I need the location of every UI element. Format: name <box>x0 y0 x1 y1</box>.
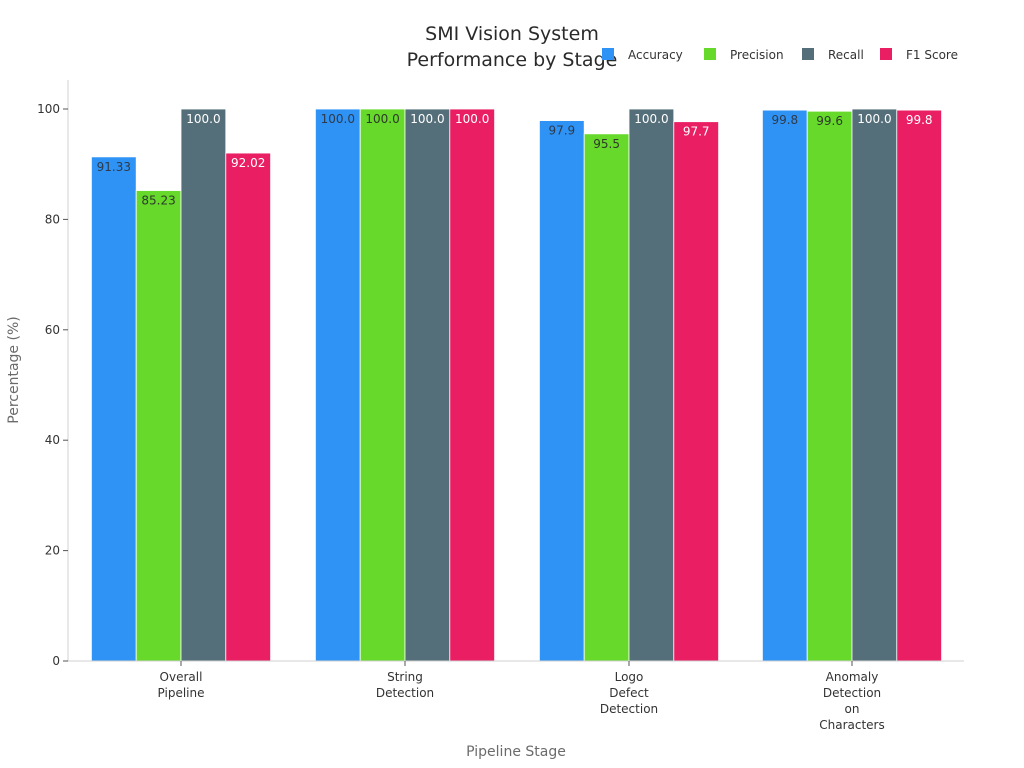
bar-value-label: 99.8 <box>906 113 933 127</box>
legend-label: F1 Score <box>906 48 958 62</box>
chart-title-line-2: Performance by Stage <box>407 49 618 71</box>
y-tick-label: 0 <box>52 654 60 668</box>
y-tick-label: 40 <box>45 433 60 447</box>
bar <box>180 108 227 662</box>
bar-value-label: 85.23 <box>141 194 175 208</box>
legend-label: Accuracy <box>628 48 683 62</box>
y-axis-title: Percentage (%) <box>6 316 22 423</box>
bar <box>539 120 585 662</box>
x-tick-label-line: on <box>845 702 860 716</box>
bar-value-label: 100.0 <box>186 112 220 126</box>
bar <box>135 190 182 662</box>
bar-value-label: 95.5 <box>593 137 620 151</box>
bars-group <box>91 108 942 662</box>
bar <box>673 121 719 662</box>
bar-value-label: 100.0 <box>857 112 891 126</box>
bar-value-label: 100.0 <box>321 112 355 126</box>
bar <box>806 110 853 662</box>
y-tick-label: 80 <box>45 212 60 226</box>
y-tick-label: 20 <box>45 544 60 558</box>
bar <box>583 133 630 662</box>
x-tick-label-line: Anomaly <box>826 670 879 684</box>
y-tick-label: 100 <box>37 102 60 116</box>
x-tick-label-line: Logo <box>615 670 644 684</box>
y-axis: 0 20 40 60 80 100 <box>37 80 69 668</box>
bar <box>896 109 942 662</box>
x-tick-label-line: Pipeline <box>158 686 205 700</box>
bar-value-label: 99.8 <box>771 113 798 127</box>
bar-value-label: 100.0 <box>410 112 444 126</box>
x-tick-label: Logo Defect Detection <box>600 670 658 716</box>
bar-value-label: 99.6 <box>816 114 843 128</box>
bar <box>359 108 406 662</box>
bar <box>404 108 451 662</box>
bar <box>762 109 808 662</box>
bar-value-label: 91.33 <box>97 160 131 174</box>
x-tick-label-line: Characters <box>819 718 885 732</box>
legend-label: Recall <box>828 48 864 62</box>
chart-title: SMI Vision System Performance by Stage <box>407 23 618 71</box>
bar <box>449 108 495 662</box>
legend-swatch <box>704 48 716 60</box>
bar <box>225 152 272 662</box>
legend-swatch <box>602 48 614 60</box>
y-tick-label: 60 <box>45 323 60 337</box>
bar <box>314 108 361 662</box>
bar-value-label: 100.0 <box>455 112 489 126</box>
x-tick-label: Overall Pipeline <box>158 670 205 700</box>
x-tick-label-line: Overall <box>160 670 203 684</box>
bar <box>628 108 675 662</box>
chart-title-line-1: SMI Vision System <box>425 23 599 45</box>
bar-value-label: 100.0 <box>634 112 668 126</box>
bar <box>91 156 137 662</box>
x-tick-label-line: String <box>387 670 423 684</box>
bar-labels-group: 91.33 100.0 97.9 99.8 85.23 100.0 95.5 99.6 100.… <box>97 112 933 208</box>
x-tick-label: Anomaly Detection on Characters <box>819 670 885 732</box>
x-axis-title: Pipeline Stage <box>466 744 566 760</box>
x-axis: Overall Pipeline String Detection Logo Defect… <box>68 660 964 732</box>
legend-label: Precision <box>730 48 784 62</box>
bar <box>851 108 898 662</box>
bar-value-label: 92.02 <box>231 156 265 170</box>
legend: Accuracy Precision Recall F1 Score <box>602 48 958 62</box>
x-tick-label-line: Detection <box>823 686 881 700</box>
x-tick-label-line: Defect <box>609 686 649 700</box>
legend-swatch <box>880 48 892 60</box>
bar-value-label: 97.9 <box>548 124 575 138</box>
legend-swatch <box>802 48 814 60</box>
x-tick-label-line: Detection <box>600 702 658 716</box>
x-tick-label: String Detection <box>376 670 434 700</box>
bar-value-label: 100.0 <box>365 112 399 126</box>
x-tick-label-line: Detection <box>376 686 434 700</box>
bar-value-label: 97.7 <box>683 125 710 139</box>
